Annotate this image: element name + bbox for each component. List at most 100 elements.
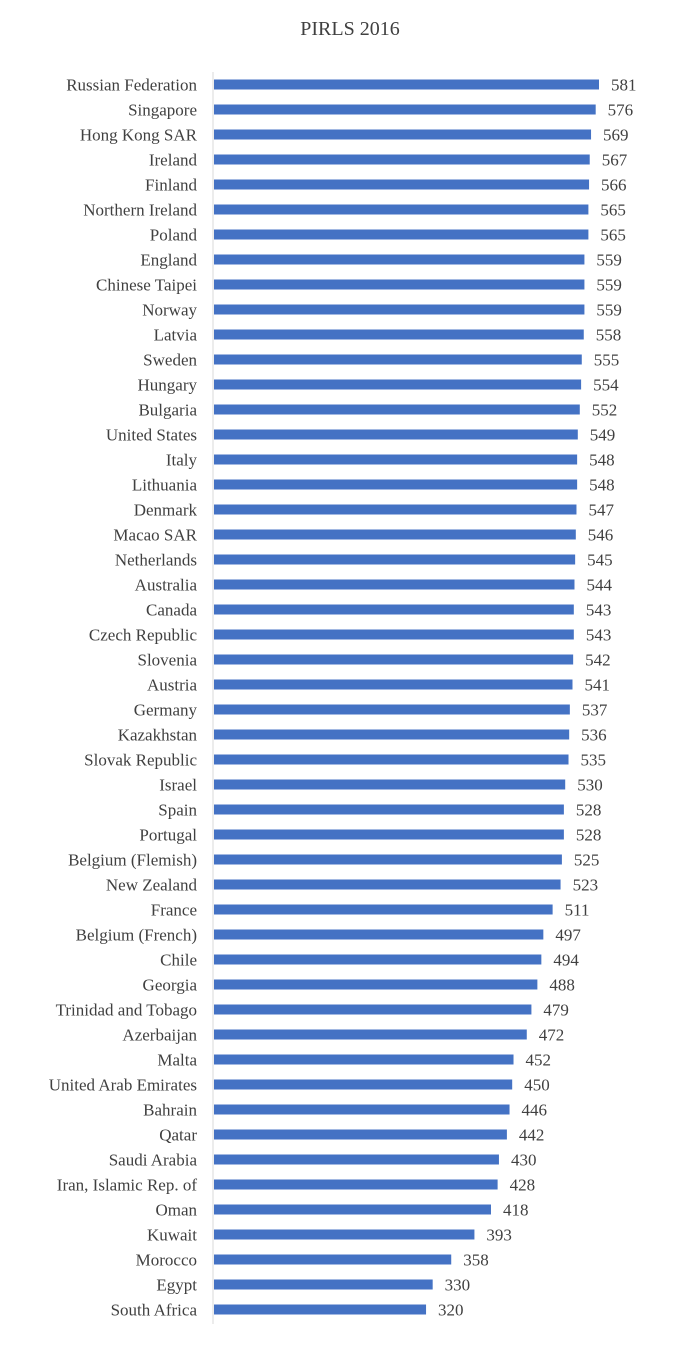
bar bbox=[214, 1179, 498, 1190]
category-label: England bbox=[140, 251, 197, 270]
category-label: Italy bbox=[166, 451, 198, 470]
data-label: 528 bbox=[576, 826, 602, 845]
bar bbox=[214, 1029, 527, 1040]
category-label: Finland bbox=[145, 176, 197, 195]
category-label: Slovenia bbox=[138, 651, 198, 670]
category-label: Hungary bbox=[138, 376, 198, 395]
bar bbox=[214, 404, 580, 415]
category-label: Sweden bbox=[143, 351, 197, 370]
data-label: 430 bbox=[511, 1151, 537, 1170]
data-label: 548 bbox=[589, 476, 615, 495]
category-label: Bulgaria bbox=[138, 401, 197, 420]
category-label: Singapore bbox=[128, 101, 197, 120]
bar bbox=[214, 729, 570, 740]
category-label: Israel bbox=[159, 776, 197, 795]
category-label: Azerbaijan bbox=[122, 1026, 197, 1045]
bar bbox=[214, 479, 578, 490]
bar bbox=[214, 879, 561, 890]
bar bbox=[214, 1229, 475, 1240]
bar bbox=[214, 954, 542, 965]
data-label: 330 bbox=[445, 1276, 471, 1295]
bar bbox=[214, 629, 574, 640]
bar bbox=[214, 929, 544, 940]
bar bbox=[214, 454, 578, 465]
category-label: Egypt bbox=[156, 1276, 197, 1295]
bar bbox=[214, 204, 589, 215]
category-label: Malta bbox=[157, 1051, 197, 1070]
chart-title: PIRLS 2016 bbox=[300, 18, 400, 40]
data-label: 442 bbox=[519, 1126, 545, 1145]
bar bbox=[214, 1129, 507, 1140]
data-label: 428 bbox=[510, 1176, 536, 1195]
data-label: 497 bbox=[555, 926, 581, 945]
bar bbox=[214, 104, 596, 115]
category-label: Macao SAR bbox=[113, 526, 197, 545]
data-label: 565 bbox=[600, 226, 626, 245]
data-label: 554 bbox=[593, 376, 619, 395]
category-label: Qatar bbox=[159, 1126, 197, 1145]
data-label: 581 bbox=[611, 76, 637, 95]
bar bbox=[214, 1154, 499, 1165]
data-label: 536 bbox=[581, 726, 607, 745]
bar bbox=[214, 179, 590, 190]
bar bbox=[214, 429, 578, 440]
data-label: 523 bbox=[573, 876, 599, 895]
category-label: Saudi Arabia bbox=[109, 1151, 198, 1170]
category-label: Czech Republic bbox=[89, 626, 198, 645]
category-label: South Africa bbox=[111, 1301, 198, 1320]
bar bbox=[214, 1104, 510, 1115]
data-label: 569 bbox=[603, 126, 629, 145]
data-label: 320 bbox=[438, 1301, 464, 1320]
data-label: 446 bbox=[522, 1101, 548, 1120]
bar bbox=[214, 154, 590, 165]
data-label: 472 bbox=[539, 1026, 565, 1045]
category-label: Northern Ireland bbox=[83, 201, 197, 220]
data-label: 528 bbox=[576, 801, 602, 820]
category-label: Germany bbox=[134, 701, 198, 720]
category-label: New Zealand bbox=[106, 876, 198, 895]
category-label: France bbox=[151, 901, 197, 920]
data-label: 552 bbox=[592, 401, 618, 420]
bar bbox=[214, 279, 585, 290]
data-label: 559 bbox=[596, 276, 622, 295]
category-label: Denmark bbox=[134, 501, 198, 520]
data-label: 535 bbox=[581, 751, 607, 770]
category-label: Bahrain bbox=[143, 1101, 197, 1120]
data-label: 559 bbox=[596, 301, 622, 320]
bar bbox=[214, 829, 564, 840]
category-label: Spain bbox=[158, 801, 197, 820]
data-label: 418 bbox=[503, 1201, 528, 1220]
bar bbox=[214, 354, 582, 365]
data-label: 546 bbox=[588, 526, 614, 545]
bar bbox=[214, 504, 577, 515]
bar bbox=[214, 554, 576, 565]
data-label: 558 bbox=[596, 326, 622, 345]
data-label: 452 bbox=[526, 1051, 552, 1070]
data-label: 567 bbox=[602, 151, 628, 170]
category-label: Lithuania bbox=[132, 476, 198, 495]
category-label: Oman bbox=[155, 1201, 197, 1220]
bar bbox=[214, 379, 582, 390]
category-label: Belgium (Flemish) bbox=[68, 851, 197, 870]
bar bbox=[214, 604, 574, 615]
data-label: 525 bbox=[574, 851, 600, 870]
bar bbox=[214, 779, 566, 790]
bar bbox=[214, 979, 538, 990]
bar bbox=[214, 679, 573, 690]
data-label: 549 bbox=[590, 426, 616, 445]
data-label: 565 bbox=[600, 201, 626, 220]
bar bbox=[214, 754, 569, 765]
category-label: Poland bbox=[150, 226, 198, 245]
category-label: Slovak Republic bbox=[84, 751, 197, 770]
category-label: Kazakhstan bbox=[118, 726, 198, 745]
category-label: Canada bbox=[146, 601, 197, 620]
category-label: Georgia bbox=[143, 976, 198, 995]
data-label: 393 bbox=[486, 1226, 512, 1245]
bar bbox=[214, 1254, 452, 1265]
category-label: Latvia bbox=[154, 326, 198, 345]
bar bbox=[214, 529, 576, 540]
category-label: Iran, Islamic Rep. of bbox=[57, 1176, 198, 1195]
bar bbox=[214, 579, 575, 590]
category-label: Austria bbox=[147, 676, 198, 695]
